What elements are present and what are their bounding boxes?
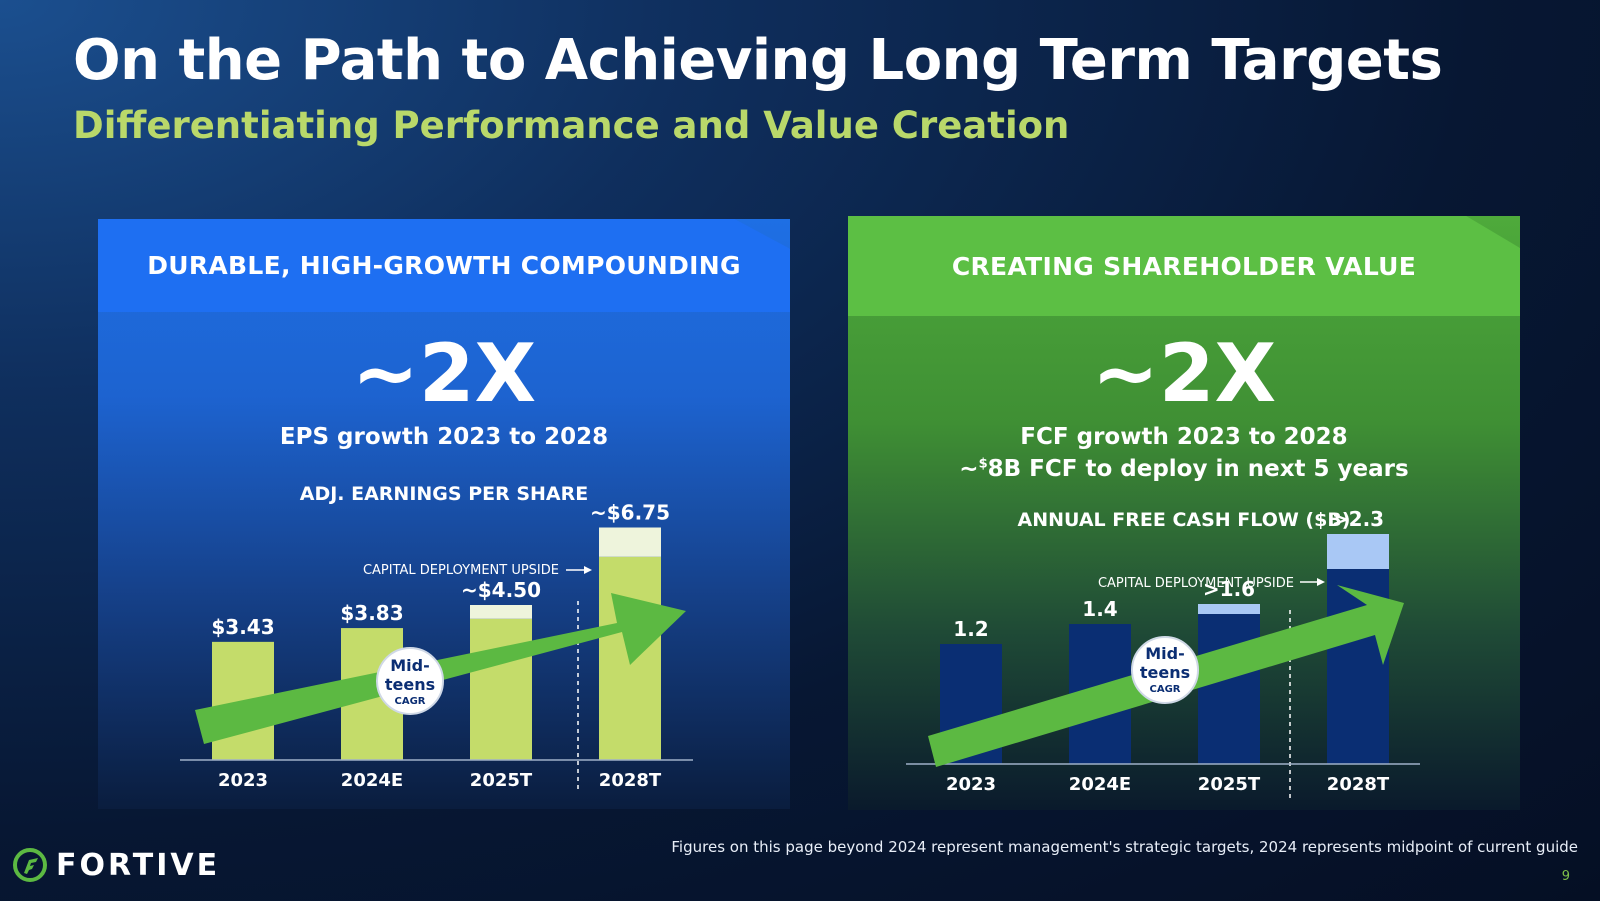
eps-panel-header: DURABLE, HIGH-GROWTH COMPOUNDING (98, 219, 790, 312)
fcf-cagr-badge: Mid- teens CAGR (1131, 636, 1199, 704)
fcf-tick-label: 2028T (1327, 774, 1390, 795)
fcf-upside-label: CAPITAL DEPLOYMENT UPSIDE (1098, 576, 1294, 591)
eps-multiple: ~2X (351, 327, 537, 420)
fcf-multiple: ~2X (1091, 327, 1277, 420)
fortive-logo: FORTIVE (12, 847, 220, 883)
svg-text:teens: teens (1140, 663, 1190, 682)
eps-tick-label: 2023 (218, 770, 268, 791)
fcf-tick-label: 2024E (1069, 774, 1131, 795)
svg-text:Mid-: Mid- (1145, 644, 1185, 663)
fcf-panel: CREATING SHAREHOLDER VALUE ~2X FCF growt… (848, 216, 1520, 810)
page-title: On the Path to Achieving Long Term Targe… (73, 28, 1443, 93)
footnote: Figures on this page beyond 2024 represe… (671, 838, 1578, 856)
eps-growth-text: EPS growth 2023 to 2028 (279, 424, 609, 450)
fcf-value-label: >2.3 (1332, 507, 1384, 531)
fcf-deploy-text: ~$8B FCF to deploy in next 5 years (959, 456, 1409, 482)
page-number: 9 (1561, 869, 1570, 884)
eps-upside-bar-2028t (599, 527, 661, 557)
svg-text:Mid-: Mid- (390, 656, 430, 675)
fcf-tick-label: 2023 (946, 774, 996, 795)
fcf-chart: 1.2 2023 1.4 2024E >1.6 2025T >2.3 2028T CAPITA… (906, 507, 1420, 800)
eps-value-label: ~$4.50 (461, 578, 541, 602)
eps-panel: DURABLE, HIGH-GROWTH COMPOUNDING ~2X EPS… (98, 219, 790, 809)
fcf-upside-arrow-icon (1300, 578, 1325, 586)
page-subtitle: Differentiating Performance and Value Cr… (73, 104, 1070, 147)
fcf-bar-2025t (1198, 614, 1260, 764)
eps-upside-label: CAPITAL DEPLOYMENT UPSIDE (363, 563, 559, 578)
eps-cagr-badge: Mid- teens CAGR (376, 647, 444, 715)
fortive-logo-icon (13, 848, 47, 882)
svg-text:teens: teens (385, 675, 435, 694)
eps-value-label: $3.43 (211, 615, 274, 639)
eps-chart: $3.43 2023 $3.83 2024E ~$4.50 2025T ~$6.75 2028… (180, 501, 693, 793)
eps-value-label: $3.83 (340, 601, 403, 625)
eps-chart-title: ADJ. EARNINGS PER SHARE (299, 483, 589, 505)
eps-tick-label: 2028T (599, 770, 662, 791)
eps-upside-bar-2025t (470, 605, 532, 619)
eps-bar-2025t (470, 618, 532, 760)
fcf-value-label: 1.4 (1082, 597, 1117, 621)
eps-tick-label: 2024E (341, 770, 403, 791)
svg-text:CAGR: CAGR (395, 696, 426, 707)
fcf-upside-bar-2028t (1327, 534, 1389, 569)
svg-text:CAGR: CAGR (1150, 684, 1181, 695)
eps-upside-arrow-icon (566, 566, 592, 574)
fcf-upside-bar-2025t (1198, 604, 1260, 614)
fcf-value-label: >1.6 (1203, 577, 1255, 601)
fcf-value-label: 1.2 (953, 617, 988, 641)
fcf-tick-label: 2025T (1198, 774, 1261, 795)
fortive-logo-text: FORTIVE (56, 847, 221, 883)
fcf-growth-text: FCF growth 2023 to 2028 (1020, 424, 1348, 450)
eps-value-label: ~$6.75 (590, 501, 670, 525)
fcf-chart-title: ANNUAL FREE CASH FLOW ($B) (1017, 509, 1351, 531)
fcf-panel-header: CREATING SHAREHOLDER VALUE (848, 216, 1520, 316)
eps-tick-label: 2025T (470, 770, 533, 791)
